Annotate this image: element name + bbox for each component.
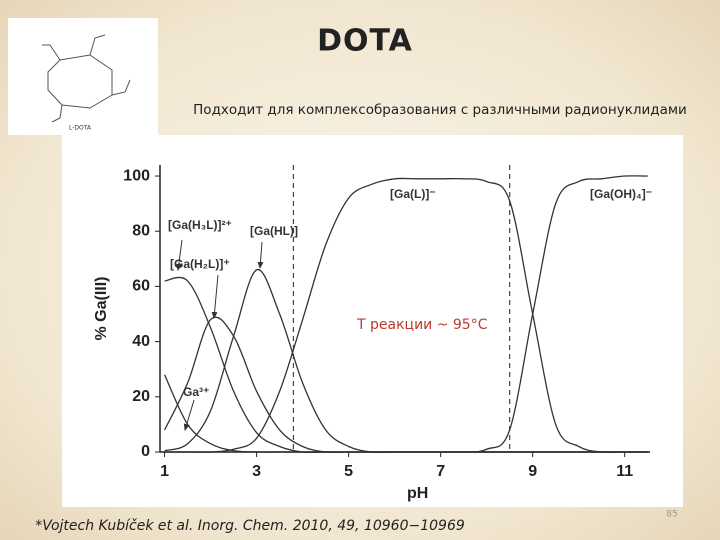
- y-tick-label: 100: [123, 167, 150, 184]
- species-curve: [164, 177, 648, 454]
- label-arrows: [175, 239, 264, 431]
- y-tick-label: 40: [132, 333, 150, 350]
- annotation: T реакции ~ 95°C: [356, 317, 488, 333]
- molecule-label: L-DOTA: [69, 125, 92, 132]
- molecule-drawing: [42, 34, 131, 123]
- x-tick-label: 9: [528, 463, 537, 480]
- y-tick-label: 60: [132, 278, 150, 295]
- species-curve: [164, 175, 648, 453]
- slide-subtitle: Подходит для комплексобразования с разли…: [193, 102, 687, 118]
- y-tick-label: 20: [132, 388, 150, 405]
- x-axis-label: pH: [407, 485, 428, 502]
- page-number: 85: [666, 510, 677, 520]
- molecule-image: [8, 18, 158, 135]
- species-label: [Ga(H₂L)]⁺: [170, 257, 230, 271]
- slide-title: DOTA: [317, 24, 413, 59]
- x-tick-label: 5: [344, 463, 353, 480]
- y-axis-label: % Ga(III): [93, 276, 110, 340]
- y-tick-label: 0: [141, 443, 150, 460]
- species-label: [Ga(H₃L)]²⁺: [168, 218, 232, 232]
- x-tick-label: 7: [436, 463, 445, 480]
- x-tick-label: 11: [616, 463, 633, 480]
- species-label: Ga³⁺: [183, 385, 209, 399]
- species-label: [Ga(OH)₄]⁻: [590, 187, 652, 201]
- species-label: [Ga(HL)]: [250, 224, 298, 238]
- y-tick-label: 80: [132, 222, 150, 239]
- x-tick-label: 3: [252, 463, 261, 480]
- x-tick-label: 1: [160, 463, 169, 480]
- citation: *Vojtech Kubíček et al. Inorg. Chem. 201…: [35, 518, 465, 534]
- species-label: [Ga(L)]⁻: [390, 187, 436, 201]
- chart-background: [62, 135, 683, 507]
